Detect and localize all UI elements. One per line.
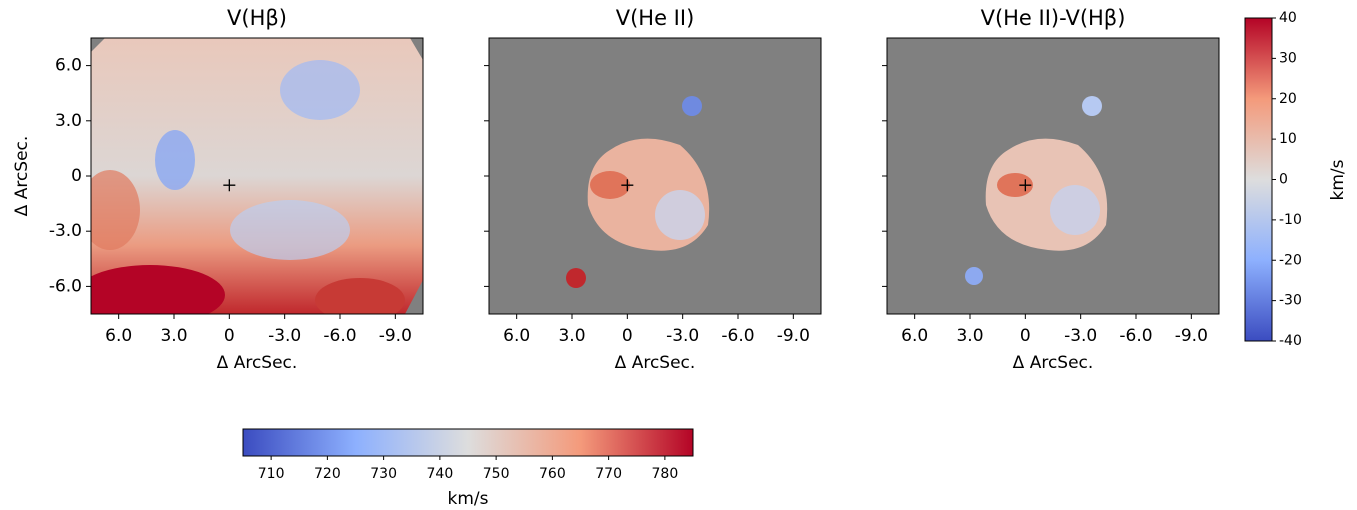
x-tick-label: -3.0 (666, 326, 699, 346)
x-tick-label: 6.0 (503, 326, 530, 346)
colorbar-tick-label: 40 (1279, 10, 1297, 26)
y-tick-label: 6.0 (55, 56, 82, 76)
center-marker (223, 179, 236, 192)
x-tick-label: 0 (224, 326, 235, 346)
colorbar-tick-label: 30 (1279, 50, 1297, 66)
map-image (489, 38, 821, 314)
panel-title: V(He II)-V(Hβ) (981, 6, 1126, 30)
colorbar-tick-label: 20 (1279, 91, 1297, 107)
colorbar-tick-label: 730 (370, 466, 397, 482)
map-image (91, 38, 423, 314)
colorbar-tick-label: 760 (539, 466, 566, 482)
x-tick-label: -9.0 (777, 326, 810, 346)
y-axis-label: Δ ArcSec. (12, 136, 32, 217)
x-tick-label: 0 (622, 326, 633, 346)
colorbar-tick-label: -40 (1279, 333, 1302, 349)
colorbar (1244, 17, 1273, 342)
y-tick-label: -6.0 (49, 276, 82, 296)
colorbar-tick-label: 740 (427, 466, 454, 482)
x-axis-label: Δ ArcSec. (1013, 353, 1094, 373)
colorbar-tick-label: 10 (1279, 131, 1297, 147)
x-axis-label: Δ ArcSec. (217, 353, 298, 373)
colorbar (242, 428, 694, 457)
colorbar-tick-label: 720 (314, 466, 341, 482)
x-tick-label: -9.0 (379, 326, 412, 346)
x-tick-label: 3.0 (160, 326, 187, 346)
colorbar-tick-label: 770 (595, 466, 622, 482)
colorbar-tick-label: -20 (1279, 252, 1302, 268)
colorbar-tick-label: 710 (258, 466, 285, 482)
y-tick-label: 0 (71, 166, 82, 186)
colorbar-tick-label: 0 (1279, 172, 1288, 188)
x-tick-label: -3.0 (1064, 326, 1097, 346)
center-marker (621, 179, 634, 192)
x-tick-label: 6.0 (901, 326, 928, 346)
center-marker (1019, 179, 1032, 192)
panel-title: V(He II) (616, 6, 695, 30)
colorbar-tick-label: 750 (483, 466, 510, 482)
colorbar-label: km/s (448, 489, 489, 509)
x-tick-label: -6.0 (323, 326, 356, 346)
x-tick-label: 3.0 (558, 326, 585, 346)
x-tick-label: 3.0 (956, 326, 983, 346)
colorbar-tick-label: 780 (652, 466, 679, 482)
x-tick-label: 6.0 (105, 326, 132, 346)
y-tick-label: 3.0 (55, 111, 82, 131)
x-tick-label: -6.0 (721, 326, 754, 346)
x-tick-label: 0 (1020, 326, 1031, 346)
x-tick-label: -9.0 (1175, 326, 1208, 346)
colorbar-tick-label: -10 (1279, 212, 1302, 228)
x-tick-label: -6.0 (1119, 326, 1152, 346)
y-tick-label: -3.0 (49, 221, 82, 241)
map-image (887, 38, 1219, 314)
colorbar-tick-label: -30 (1279, 293, 1302, 309)
x-axis-label: Δ ArcSec. (615, 353, 696, 373)
panel-title: V(Hβ) (227, 6, 287, 30)
colorbar-label: km/s (1328, 159, 1348, 200)
x-tick-label: -3.0 (268, 326, 301, 346)
